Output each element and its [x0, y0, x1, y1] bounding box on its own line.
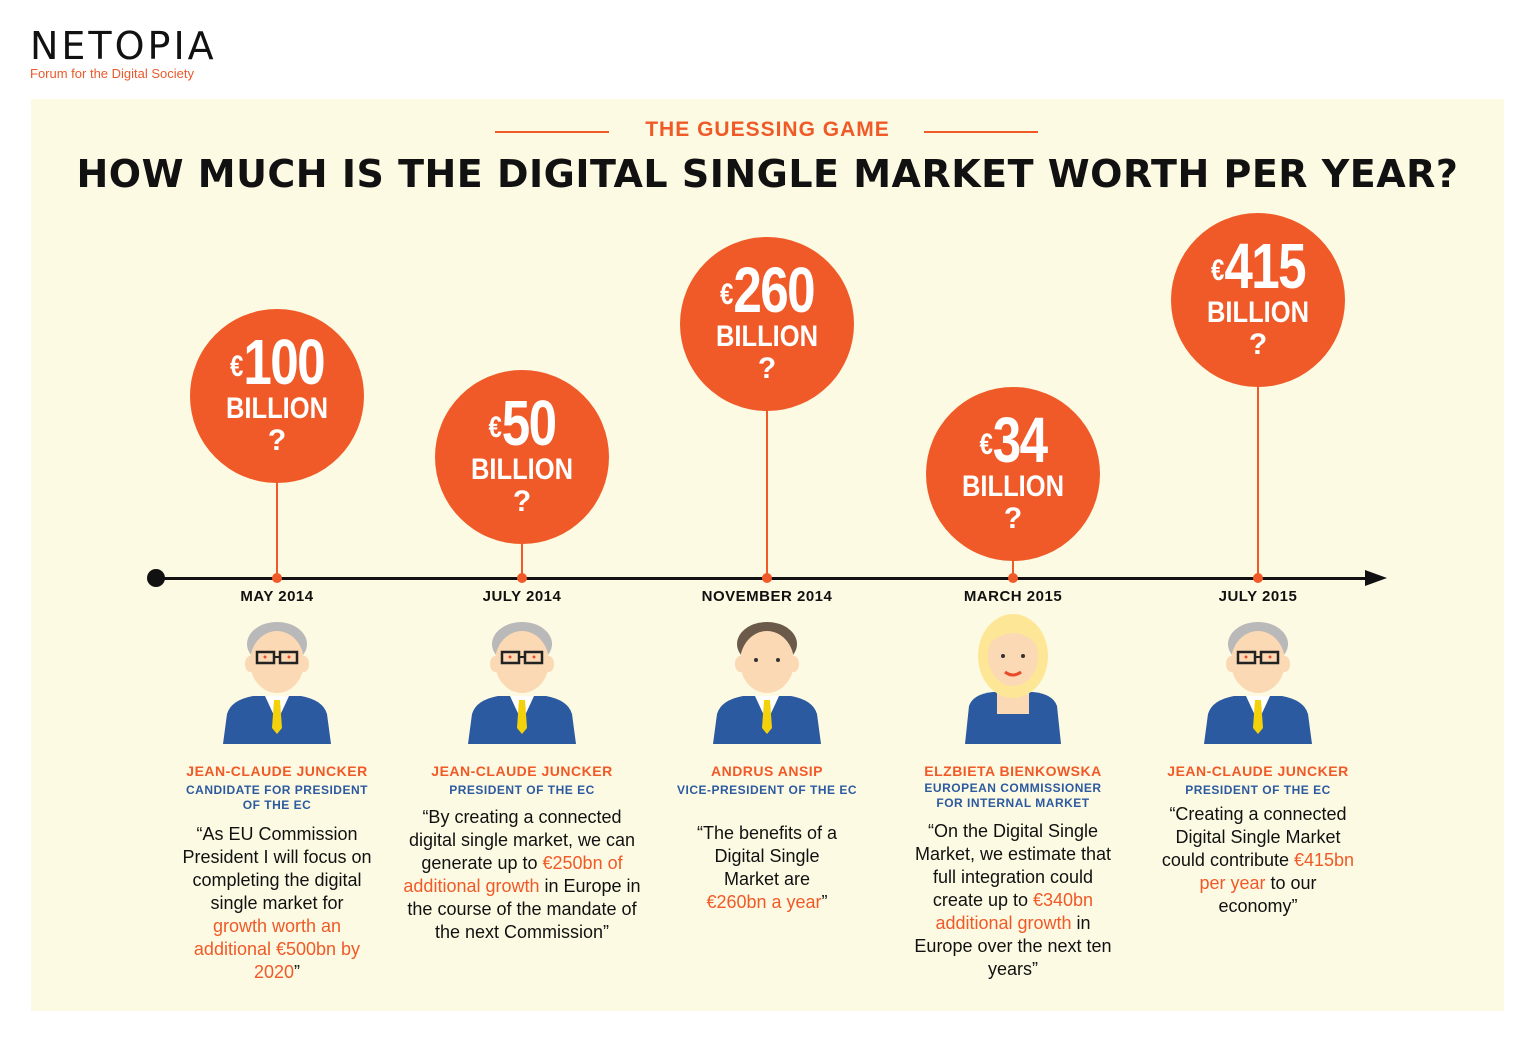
speaker-role: PRESIDENT OF THE EC — [1185, 783, 1331, 797]
bubble-question-mark: ? — [757, 352, 777, 385]
event-connector — [521, 537, 523, 578]
speaker-role: EUROPEAN COMMISSIONER FOR INTERNAL MARKE… — [924, 781, 1102, 810]
quote-text-end: to our economy” — [1218, 873, 1317, 916]
quote-text-end: in Europe over the next ten years” — [914, 913, 1112, 979]
quote-highlight: €260bn a year — [706, 892, 822, 912]
speaker-role: PRESIDENT OF THE EC — [449, 783, 595, 797]
euro-sign: € — [720, 278, 733, 312]
amount-value: 50 — [501, 387, 557, 459]
speaker-quote: “The benefits of a Digital Single Market… — [692, 822, 842, 914]
euro-sign: € — [488, 411, 501, 445]
speaker-quote: “By creating a connected digital single … — [402, 806, 642, 944]
timeline-start-dot — [147, 569, 165, 587]
speaker-name: JEAN-CLAUDE JUNCKER — [431, 763, 613, 779]
bubble-question-mark: ? — [267, 424, 287, 457]
event-connector — [1012, 554, 1014, 578]
bubble-unit: BILLION — [716, 320, 818, 353]
logo-tagline: Forum for the Digital Society — [30, 66, 195, 81]
man-grey-hair-glasses-avatar-icon — [462, 614, 582, 744]
quote-highlight: €415bn per year — [1199, 850, 1355, 893]
timeline-arrow-icon — [1365, 570, 1387, 586]
event-date: JULY 2014 — [482, 588, 562, 605]
euro-sign: € — [230, 350, 243, 384]
speaker-name: JEAN-CLAUDE JUNCKER — [1167, 763, 1349, 779]
speaker-quote: “Creating a connected Digital Single Mar… — [1158, 803, 1358, 918]
amount-value: 100 — [243, 326, 325, 398]
quote-text-end: ” — [294, 962, 301, 982]
timeline-marker — [1253, 573, 1263, 583]
event-date: JULY 2015 — [1218, 588, 1298, 605]
timeline-marker — [1008, 573, 1018, 583]
kicker-line-right — [924, 131, 1038, 133]
netopia-logo: NETOPIA Forum for the Digital Society — [30, 26, 217, 81]
amount-value: 415 — [1224, 230, 1306, 302]
quote-text: “By creating a connected digital single … — [408, 807, 636, 873]
timeline-marker — [762, 573, 772, 583]
kicker: THE GUESSING GAME — [645, 118, 890, 141]
quote-text: “As EU Commission President I will focus… — [182, 824, 372, 913]
woman-blonde-avatar-icon — [953, 614, 1073, 744]
value-bubble: €50 BILLION ? — [435, 370, 609, 544]
bubble-amount: €260 — [697, 257, 836, 328]
man-brown-hair-avatar-icon — [707, 614, 827, 744]
event-connector — [1257, 380, 1259, 578]
event-connector — [766, 404, 768, 578]
bubble-amount: €100 — [207, 329, 346, 400]
event-connector — [276, 476, 278, 578]
kicker-line-left — [495, 131, 609, 133]
bubble-question-mark: ? — [512, 485, 532, 518]
event-date: NOVEMBER 2014 — [701, 588, 833, 605]
bubble-amount: €50 — [452, 390, 591, 461]
quote-text: “Creating a connected Digital Single Mar… — [1161, 804, 1347, 870]
quote-text-end: ” — [821, 892, 828, 912]
speaker-name: JEAN-CLAUDE JUNCKER — [186, 763, 368, 779]
amount-value: 34 — [992, 404, 1048, 476]
euro-sign: € — [1211, 254, 1224, 288]
quote-highlight: €340bn additional growth — [935, 890, 1094, 933]
value-bubble: €34 BILLION ? — [926, 387, 1100, 561]
euro-sign: € — [979, 428, 992, 462]
event-date: MAY 2014 — [240, 588, 314, 605]
logo-name: NETOPIA — [30, 24, 217, 68]
value-bubble: €415 BILLION ? — [1171, 213, 1345, 387]
speaker-name: ELZBIETA BIENKOWSKA — [924, 763, 1102, 779]
timeline-marker — [272, 573, 282, 583]
bubble-unit: BILLION — [226, 392, 328, 425]
value-bubble: €260 BILLION ? — [680, 237, 854, 411]
value-bubble: €100 BILLION ? — [190, 309, 364, 483]
bubble-unit: BILLION — [471, 453, 573, 486]
quote-highlight: growth worth an additional €500bn by 202… — [193, 916, 361, 982]
timeline-marker — [517, 573, 527, 583]
speaker-name: ANDRUS ANSIP — [710, 763, 824, 779]
bubble-question-mark: ? — [1248, 328, 1268, 361]
bubble-unit: BILLION — [1207, 296, 1309, 329]
speaker-role: VICE-PRESIDENT OF THE EC — [676, 783, 858, 797]
quote-text-end: in Europe in the course of the mandate o… — [407, 876, 641, 942]
man-grey-hair-glasses-avatar-icon — [217, 614, 337, 744]
bubble-amount: €415 — [1188, 233, 1327, 304]
event-date: MARCH 2015 — [963, 588, 1063, 605]
page-title: HOW MUCH IS THE DIGITAL SINGLE MARKET WO… — [76, 152, 1459, 196]
quote-text: “On the Digital Single Market, we estima… — [914, 821, 1112, 910]
quote-text: “The benefits of a Digital Single Market… — [696, 823, 838, 889]
speaker-quote: “On the Digital Single Market, we estima… — [908, 820, 1118, 981]
quote-highlight: €250bn of additional growth — [403, 853, 623, 896]
man-grey-hair-glasses-avatar-icon — [1198, 614, 1318, 744]
bubble-question-mark: ? — [1003, 502, 1023, 535]
bubble-amount: €34 — [943, 407, 1082, 478]
bubble-unit: BILLION — [962, 470, 1064, 503]
amount-value: 260 — [733, 254, 815, 326]
speaker-quote: “As EU Commission President I will focus… — [182, 823, 372, 984]
speaker-role: CANDIDATE FOR PRESIDENT OF THE EC — [186, 783, 368, 812]
